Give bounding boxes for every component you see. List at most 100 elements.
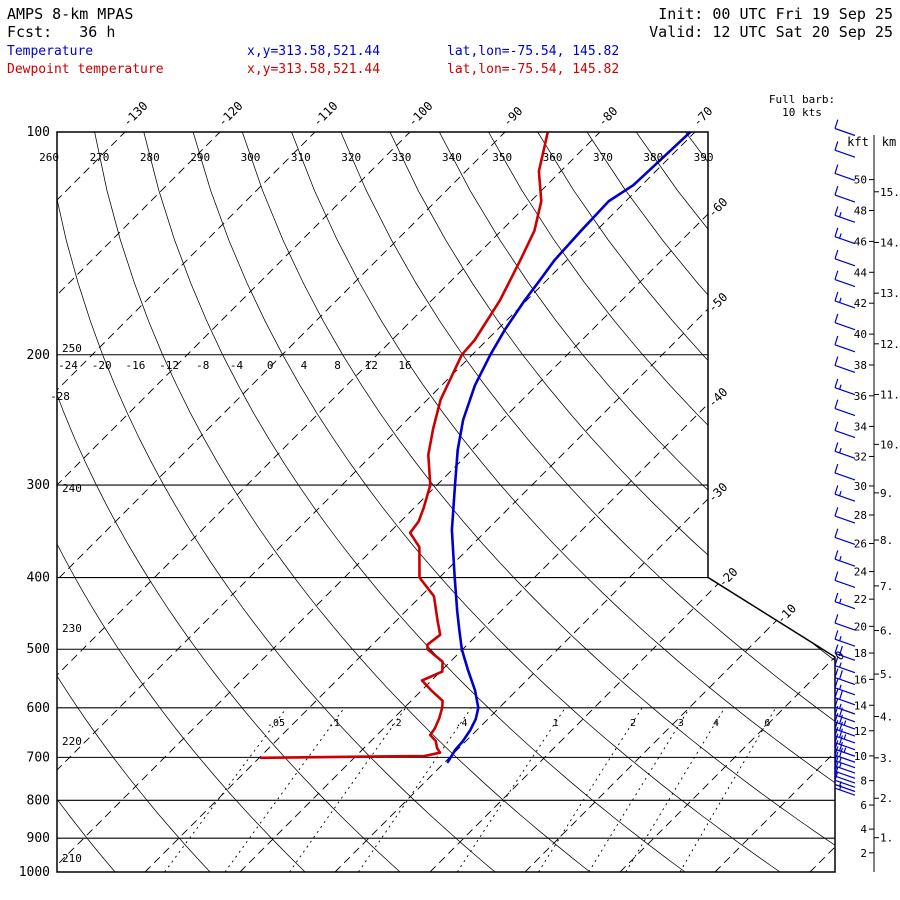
kft-label: 36 <box>854 390 867 403</box>
kft-label: 2 <box>860 847 867 860</box>
mixing-ratio-label: 2 <box>630 718 636 729</box>
sounding-curves <box>259 132 692 764</box>
pressure-label: 400 <box>27 571 50 586</box>
altitude-scale: kft km50484644424038363432302826242220181… <box>847 135 900 872</box>
upper-scale-label: 4 <box>301 359 308 372</box>
km-label: 2. <box>880 792 893 805</box>
kft-label: 40 <box>854 328 867 341</box>
kft-label: 22 <box>854 593 867 606</box>
mixing-ratio-label: .1 <box>328 718 340 729</box>
pressure-label: 200 <box>27 348 50 363</box>
kft-label: 32 <box>854 450 867 463</box>
forecast-hour: Fcst: 36 h <box>7 23 116 41</box>
pressure-label: 800 <box>27 793 50 808</box>
temperature-legend-xy: x,y=313.58,521.44 <box>247 44 381 59</box>
isotherm-top-label: -110 <box>310 99 340 129</box>
kft-label: 30 <box>854 480 867 493</box>
kft-label: 26 <box>854 538 867 551</box>
km-label: 12. <box>880 338 900 351</box>
kft-label: 18 <box>854 647 867 660</box>
mixing-ratio-label: 6 <box>764 718 770 729</box>
upper-scale-label: 12 <box>365 359 378 372</box>
dewpoint-legend-xy: x,y=313.58,521.44 <box>247 62 381 77</box>
barb-legend-line2: 10 kts <box>782 106 822 119</box>
dewpoint-legend-label: Dewpoint temperature <box>7 62 164 77</box>
theta-top-label: 310 <box>291 151 311 164</box>
theta-left-label: 250 <box>62 342 82 355</box>
pressure-label: 700 <box>27 750 50 765</box>
kft-label: 14 <box>854 699 868 712</box>
isotherm-right-label: -30 <box>705 480 730 505</box>
theta-top-label: 270 <box>90 151 110 164</box>
upper-scale-label: 8 <box>334 359 341 372</box>
isotherm-top-label: -100 <box>405 99 435 129</box>
kft-label: 16 <box>854 673 867 686</box>
km-label: 15. <box>880 186 900 199</box>
pressure-label: 300 <box>27 478 50 493</box>
isotherm-top-label: -130 <box>120 99 150 129</box>
kft-header: kft <box>847 135 869 149</box>
theta-top-label: 300 <box>241 151 261 164</box>
kft-label: 38 <box>854 359 867 372</box>
plot-frame <box>56 131 836 873</box>
mixing-ratio-label: .4 <box>455 718 467 729</box>
theta-top-label: 280 <box>140 151 160 164</box>
kft-label: 46 <box>854 235 867 248</box>
temperature-legend-label: Temperature <box>7 44 94 59</box>
model-title: AMPS 8-km MPAS <box>7 5 134 23</box>
isotherm-top-label: -120 <box>215 99 245 129</box>
upper-scale-label: -4 <box>230 359 244 372</box>
theta-top-label: 350 <box>492 151 512 164</box>
upper-scale-label: -8 <box>196 359 209 372</box>
kft-label: 34 <box>854 420 868 433</box>
km-label: 10. <box>880 438 900 451</box>
isotherm-top-label: -70 <box>690 104 715 129</box>
barb-legend-line1: Full barb: <box>768 93 836 106</box>
upper-scale-label: -24 <box>58 359 78 372</box>
pressure-label: 1000 <box>19 865 50 880</box>
upper-scale-label: -20 <box>92 359 112 372</box>
km-label: 1. <box>880 832 893 845</box>
kft-label: 4 <box>860 823 867 836</box>
km-label: 5. <box>880 668 893 681</box>
temperature-curve <box>446 132 692 764</box>
km-label: 6. <box>880 625 893 638</box>
theta-left-label: 210 <box>62 852 82 865</box>
isobar-lines <box>57 131 835 873</box>
km-label: 3. <box>880 752 893 765</box>
wind-barbs <box>834 119 856 796</box>
theta-top-label: 340 <box>442 151 462 164</box>
theta-left-label: 220 <box>62 735 82 748</box>
isotherm-right-label: -20 <box>715 565 740 590</box>
valid-time: Valid: 12 UTC Sat 20 Sep 25 <box>649 23 893 41</box>
pressure-label: 100 <box>27 125 50 140</box>
dewpoint-legend-latlon: lat,lon=-75.54, 145.82 <box>447 62 620 77</box>
km-label: 8. <box>880 534 893 547</box>
kft-label: 24 <box>854 566 868 579</box>
theta-left-label: 230 <box>62 622 82 635</box>
km-label: 4. <box>880 710 893 723</box>
km-label: 13. <box>880 287 900 300</box>
mixing-ratio-label: 1 <box>553 718 559 729</box>
dewpoint-temperature-curve <box>259 132 550 760</box>
grid-lines <box>57 132 835 872</box>
mixing-ratio-label: .05 <box>267 718 285 729</box>
isotherms <box>57 132 835 872</box>
kft-label: 48 <box>854 205 867 218</box>
upper-scale-label: -12 <box>159 359 179 372</box>
isotherm-right-label: -50 <box>705 290 730 315</box>
km-label: 9. <box>880 487 893 500</box>
isotherm-right-label: -10 <box>774 601 799 626</box>
temperature-legend-latlon: lat,lon=-75.54, 145.82 <box>447 44 620 59</box>
km-label: 7. <box>880 580 893 593</box>
upper-scale-label: 0 <box>267 359 274 372</box>
theta-left-label: 240 <box>62 482 82 495</box>
isotherm-top-label: -90 <box>500 104 525 129</box>
theta-top-label: 320 <box>341 151 361 164</box>
theta-top-label: 260 <box>39 151 59 164</box>
kft-label: 12 <box>854 725 867 738</box>
upper-scale-label: -16 <box>125 359 145 372</box>
theta-top-label: 290 <box>190 151 210 164</box>
